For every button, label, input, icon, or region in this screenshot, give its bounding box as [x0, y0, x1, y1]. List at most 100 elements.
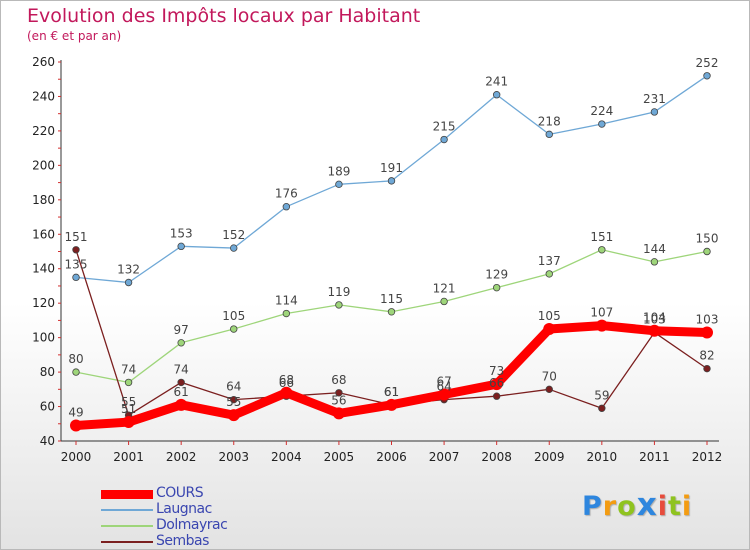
x-tick-label: 2000 — [61, 450, 92, 464]
data-point-cours — [595, 319, 608, 332]
y-tick-label: 240 — [32, 89, 55, 103]
data-point-cours — [490, 378, 503, 391]
legend-label: COURS — [156, 485, 204, 501]
data-label-cours: 107 — [590, 306, 613, 320]
data-point-cours — [648, 324, 661, 337]
data-point-laugnac — [335, 180, 343, 189]
data-point-dolmayrac — [545, 270, 553, 278]
x-tick-label: 2007 — [429, 450, 460, 464]
x-tick-label: 2003 — [218, 450, 249, 464]
data-point-laugnac — [440, 135, 448, 144]
data-point-cours — [280, 386, 293, 399]
data-point-sembas — [545, 385, 553, 394]
data-label-cours: 103 — [696, 312, 719, 326]
data-label-laugnac: 224 — [590, 104, 613, 118]
data-label-cours: 61 — [384, 385, 399, 399]
data-label-cours: 68 — [279, 373, 294, 387]
series-points — [70, 72, 713, 432]
data-point-laugnac — [177, 242, 185, 251]
data-point-laugnac — [387, 177, 396, 185]
data-point-sembas — [230, 395, 238, 404]
data-point-cours — [701, 326, 713, 339]
data-label-laugnac: 215 — [433, 120, 456, 134]
legend-swatch — [101, 489, 153, 499]
data-point-laugnac — [230, 244, 238, 252]
legend-label: Dolmayrac — [156, 517, 228, 533]
data-label-sembas: 74 — [174, 362, 189, 376]
data-labels: 135 132 153 152 176 189 191 215 241 218 224 231 252 8… — [65, 56, 719, 420]
data-label-laugnac: 241 — [485, 75, 508, 89]
data-label-dolmayrac: 74 — [121, 362, 136, 376]
data-label-sembas: 61 — [384, 385, 399, 399]
x-tick-label: 2006 — [376, 450, 407, 464]
data-label-dolmayrac: 144 — [643, 242, 666, 256]
data-point-cours — [227, 409, 240, 422]
data-label-cours: 61 — [174, 385, 189, 399]
y-tick-label: 220 — [32, 124, 55, 138]
data-label-dolmayrac: 151 — [590, 230, 613, 244]
data-label-dolmayrac: 97 — [174, 323, 189, 337]
data-label-sembas: 70 — [542, 369, 557, 383]
data-label-sembas: 64 — [226, 380, 241, 394]
x-tick-label: 2008 — [481, 450, 512, 464]
axes: 40 60 80 100 120 140 160 180 200 220 240 260 2000 200… — [32, 55, 722, 464]
data-point-dolmayrac — [124, 378, 133, 387]
data-label-sembas: 68 — [331, 373, 346, 387]
data-point-cours — [438, 388, 451, 401]
data-point-laugnac — [545, 130, 553, 139]
data-label-sembas: 59 — [594, 388, 609, 402]
data-point-cours — [70, 419, 82, 432]
data-point-dolmayrac — [230, 325, 238, 333]
data-label-laugnac: 231 — [643, 92, 666, 106]
data-label-cours: 56 — [331, 393, 346, 407]
data-label-cours: 73 — [489, 364, 504, 378]
data-point-dolmayrac — [387, 308, 396, 316]
data-label-cours: 104 — [643, 311, 666, 325]
data-label-laugnac: 176 — [275, 187, 298, 201]
x-tick-label: 2004 — [271, 450, 302, 464]
data-label-dolmayrac: 114 — [275, 294, 298, 308]
data-point-cours — [385, 398, 398, 411]
data-label-dolmayrac: 105 — [222, 309, 245, 323]
y-tick-label: 100 — [32, 331, 55, 345]
x-tick-label: 2005 — [324, 450, 355, 464]
data-point-laugnac — [124, 278, 133, 287]
chart-subtitle: (en € et par an) — [27, 29, 122, 43]
data-point-dolmayrac — [335, 301, 343, 309]
data-point-laugnac — [650, 108, 659, 116]
data-label-dolmayrac: 119 — [327, 285, 350, 299]
y-tick-label: 260 — [32, 55, 55, 69]
data-label-laugnac: 135 — [65, 257, 88, 271]
data-label-sembas: 66 — [489, 376, 504, 390]
data-point-sembas — [703, 364, 711, 373]
x-tick-label: 2012 — [692, 450, 723, 464]
data-point-dolmayrac — [492, 283, 501, 292]
data-label-cours: 67 — [436, 374, 451, 388]
legend-label: Laugnac — [156, 501, 212, 517]
data-label-sembas: 55 — [121, 395, 136, 409]
data-point-sembas — [492, 392, 501, 400]
x-tick-label: 2009 — [534, 450, 565, 464]
data-label-cours: 55 — [226, 395, 241, 409]
data-point-cours — [175, 398, 188, 411]
data-point-dolmayrac — [598, 246, 606, 254]
data-label-dolmayrac: 137 — [538, 254, 561, 268]
data-label-cours: 49 — [68, 405, 83, 419]
x-tick-label: 2002 — [166, 450, 197, 464]
data-point-cours — [332, 407, 345, 420]
data-label-laugnac: 153 — [170, 226, 193, 240]
proxiti-logo: Proxiti — [582, 487, 693, 523]
x-tick-label: 2011 — [639, 450, 670, 464]
x-tick-label: 2010 — [587, 450, 618, 464]
data-label-laugnac: 132 — [117, 263, 140, 277]
data-label-laugnac: 252 — [696, 56, 719, 70]
data-label-laugnac: 152 — [222, 228, 245, 242]
y-tick-label: 140 — [32, 262, 55, 276]
data-point-laugnac — [703, 72, 711, 80]
data-point-cours — [122, 416, 135, 429]
data-point-dolmayrac — [440, 297, 448, 306]
y-tick-label: 120 — [32, 296, 55, 310]
data-label-laugnac: 218 — [538, 114, 561, 128]
data-label-dolmayrac: 80 — [68, 352, 83, 366]
